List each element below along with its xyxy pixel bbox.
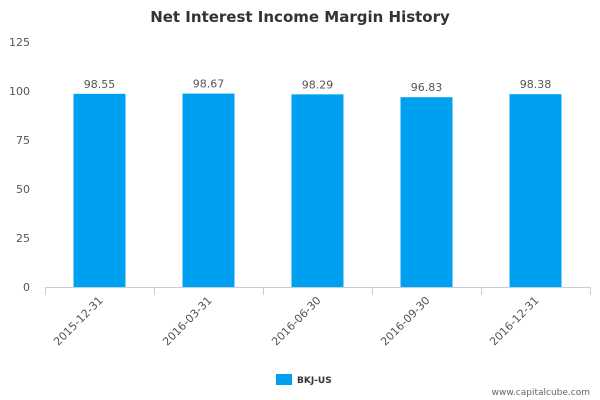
x-axis: 2015-12-31 2016-03-31 2016-06-30 2016-09-30… [45,287,591,348]
y-tick-label: 25 [16,232,30,245]
bar-value-label: 98.29 [302,78,334,91]
watermark: www.capitalcube.com [492,388,590,398]
bar-value-label: 98.38 [520,78,552,91]
y-tick-label: 100 [9,85,30,98]
bar [182,93,235,287]
y-tick-label: 125 [9,36,30,49]
bar [400,97,453,288]
x-tick-label: 2016-03-31 [160,294,214,348]
x-tick-label: 2015-12-31 [51,294,105,348]
x-tick-label: 2016-09-30 [378,294,432,348]
y-tick-label: 75 [16,134,30,147]
bar-value-label: 98.67 [193,78,225,91]
chart-title: Net Interest Income Margin History [150,8,450,26]
legend-label: BKJ-US [297,376,332,386]
y-axis: 0 25 50 75 100 125 [9,36,30,294]
bar [509,94,562,287]
y-tick-label: 50 [16,183,30,196]
x-tick-label: 2016-06-30 [269,294,323,348]
bar-series [73,93,562,288]
data-labels: 98.55 98.67 98.29 96.83 98.38 [84,78,552,95]
legend-swatch [276,374,292,385]
bar [291,94,344,288]
legend: BKJ-US [276,374,332,386]
bar [73,93,126,287]
x-tick-label: 2016-12-31 [487,294,541,348]
bar-value-label: 98.55 [84,78,116,91]
y-tick-label: 0 [23,281,30,294]
bar-value-label: 96.83 [411,81,443,94]
